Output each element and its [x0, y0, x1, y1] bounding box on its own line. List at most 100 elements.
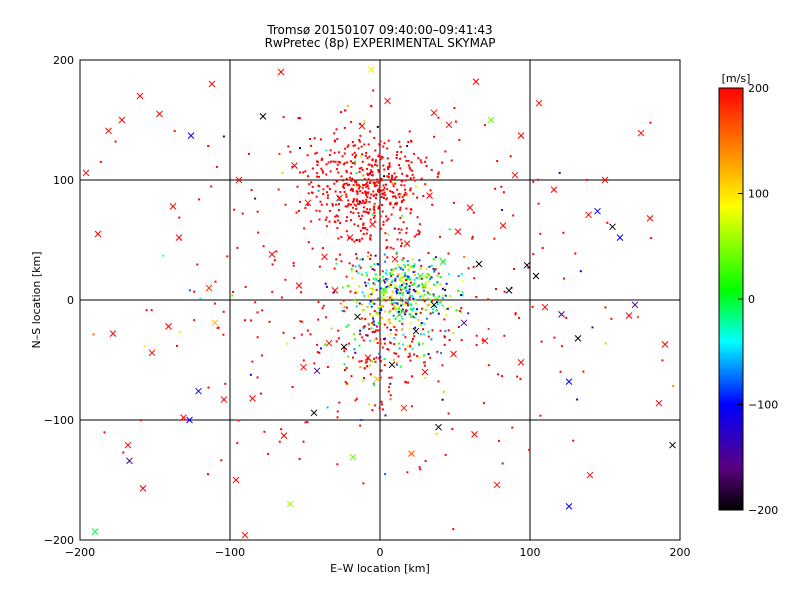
data-point-dot	[304, 207, 307, 209]
data-point-dot	[393, 227, 396, 230]
x-tick-label: −100	[215, 546, 245, 559]
data-point-dot	[278, 440, 281, 443]
data-point-dot	[448, 339, 451, 341]
data-point-dot	[361, 186, 364, 189]
data-point-dot	[497, 373, 500, 376]
data-point-dot	[236, 442, 239, 445]
data-point-dot	[421, 284, 424, 287]
data-point-dot	[447, 412, 450, 415]
data-point-x	[180, 414, 187, 421]
data-point-dot	[370, 193, 373, 196]
data-point-dot	[417, 284, 420, 287]
data-point-dot	[425, 317, 428, 320]
data-point-dot	[366, 167, 369, 170]
data-point-dot	[441, 364, 444, 367]
data-point-dot	[383, 292, 386, 295]
data-point-dot	[207, 473, 209, 476]
data-point-dot	[472, 211, 475, 214]
data-point-dot	[378, 191, 380, 193]
data-point-dot	[395, 298, 398, 301]
data-point-dot	[408, 291, 410, 293]
data-point-dot	[390, 271, 393, 273]
data-point-dot	[369, 208, 371, 211]
data-point-dot	[461, 280, 464, 283]
data-point-dot	[386, 233, 389, 236]
data-point-dot	[572, 439, 575, 442]
data-point-dot	[459, 311, 462, 314]
data-point-dot	[337, 160, 340, 163]
data-point-dot	[406, 292, 409, 295]
data-point-dot	[421, 283, 424, 285]
data-point-dot	[406, 275, 409, 278]
data-point-dot	[380, 178, 383, 180]
data-point-dot	[407, 276, 410, 279]
data-point-dot	[351, 277, 354, 280]
data-point-dot	[403, 263, 406, 266]
data-point-dot	[380, 400, 383, 403]
data-point-dot	[357, 184, 360, 187]
data-point-dot	[408, 296, 411, 299]
data-point-dot	[397, 273, 400, 276]
data-point-dot	[259, 392, 262, 395]
data-point-dot	[345, 220, 348, 222]
data-point-dot	[353, 162, 356, 165]
data-point-dot	[496, 160, 499, 163]
data-point-dot	[399, 206, 402, 209]
data-point-dot	[367, 178, 370, 181]
data-point-dot	[413, 282, 416, 285]
data-point-dot	[359, 140, 361, 143]
data-point-x	[655, 399, 663, 407]
data-point-dot	[122, 451, 125, 454]
data-point-dot	[404, 310, 407, 313]
data-point-dot	[389, 329, 392, 331]
data-points	[82, 66, 676, 539]
data-point-dot	[418, 259, 421, 262]
data-point-dot	[347, 324, 350, 327]
data-point-dot	[432, 311, 434, 314]
data-point-dot	[366, 358, 369, 361]
data-point-dot	[340, 111, 343, 114]
data-point-dot	[405, 159, 408, 162]
data-point-dot	[389, 273, 392, 276]
data-point-dot	[574, 252, 577, 255]
data-point-dot	[311, 185, 314, 188]
data-point-dot	[345, 306, 348, 309]
data-point-dot	[408, 288, 411, 291]
data-point-dot	[444, 307, 447, 310]
data-point-dot	[307, 241, 310, 244]
data-point-dot	[404, 272, 407, 275]
data-point-dot	[419, 311, 422, 314]
data-point-dot	[336, 416, 339, 419]
data-point-dot	[369, 234, 372, 237]
data-point-dot	[385, 239, 388, 242]
data-point-dot	[371, 158, 374, 161]
data-point-dot	[333, 267, 336, 270]
data-point-dot	[426, 297, 429, 300]
data-point-dot	[375, 194, 378, 197]
data-point-dot	[360, 166, 363, 169]
x-marker-stroke	[187, 132, 195, 139]
data-point-dot	[375, 329, 378, 332]
data-point-dot	[346, 145, 349, 148]
data-point-dot	[318, 351, 321, 354]
data-point-dot	[358, 203, 361, 205]
data-point-dot	[411, 169, 414, 172]
data-point-dot	[348, 342, 351, 345]
data-point-dot	[308, 183, 311, 186]
data-point-dot	[231, 294, 234, 297]
data-point-dot	[139, 419, 142, 422]
data-point-dot	[379, 359, 382, 362]
data-point-dot	[378, 153, 381, 156]
data-point-dot	[359, 200, 361, 203]
data-point-dot	[366, 255, 369, 258]
data-point-x	[391, 255, 399, 263]
data-point-dot	[393, 283, 396, 286]
data-point-dot	[342, 163, 345, 166]
data-point-dot	[381, 275, 384, 278]
data-point-dot	[397, 291, 400, 294]
data-point-dot	[363, 119, 366, 122]
data-point-dot	[514, 313, 517, 316]
data-point-dot	[435, 297, 438, 300]
data-point-dot	[311, 191, 314, 194]
data-point-dot	[532, 253, 535, 256]
